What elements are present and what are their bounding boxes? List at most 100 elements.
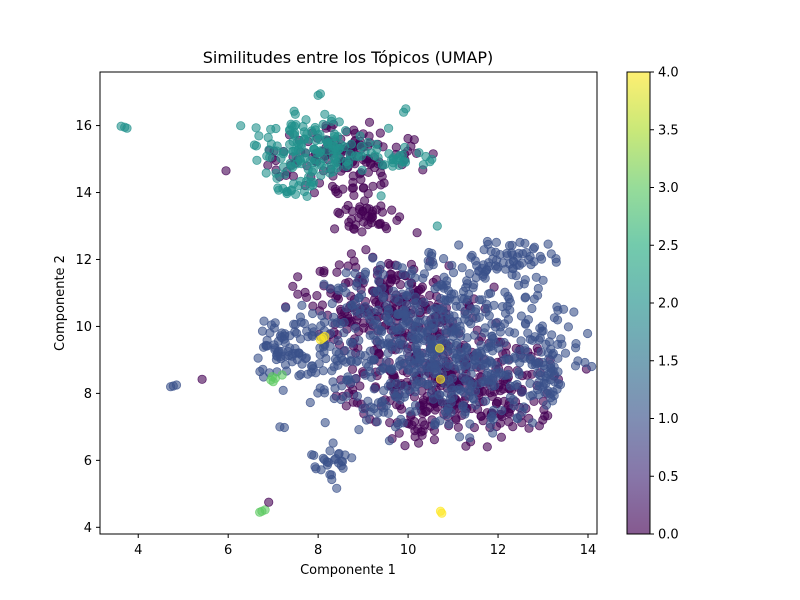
scatter-point <box>266 320 277 330</box>
scatter-point <box>445 394 455 404</box>
colorbar-tick-label: 2.5 <box>658 239 679 254</box>
scatter-point <box>358 183 368 193</box>
scatter-point <box>447 385 457 395</box>
scatter-point <box>444 419 454 429</box>
scatter-point <box>538 275 548 285</box>
scatter-point <box>391 322 401 333</box>
scatter-point <box>333 449 344 459</box>
scatter-point <box>481 265 491 275</box>
scatter-point <box>462 343 472 353</box>
x-axis-ticks: 4 6 8 10 12 14 <box>134 534 596 558</box>
scatter-point <box>361 245 371 255</box>
scatter-point <box>307 308 318 319</box>
scatter-point <box>331 347 341 357</box>
scatter-point <box>426 388 436 398</box>
scatter-point <box>316 321 326 331</box>
x-tick-label: 14 <box>580 543 597 558</box>
scatter-point <box>357 165 367 175</box>
scatter-point <box>465 433 475 443</box>
scatter-point <box>339 328 349 338</box>
scatter-point <box>394 212 405 222</box>
scatter-point <box>390 422 401 432</box>
scatter-point <box>354 335 364 345</box>
y-tick-label: 14 <box>75 186 92 201</box>
scatter-point <box>264 497 274 507</box>
y-tick-label: 8 <box>84 387 92 402</box>
scatter-point <box>418 395 428 405</box>
scatter-point <box>427 380 437 390</box>
scatter-point <box>421 348 431 358</box>
scatter-point <box>519 279 529 289</box>
scatter-point <box>346 139 356 149</box>
scatter-point <box>354 293 364 303</box>
scatter-point <box>319 455 330 465</box>
scatter-point <box>552 315 563 325</box>
scatter-point <box>288 179 299 189</box>
scatter-point <box>255 366 265 377</box>
scatter-point <box>520 292 531 302</box>
scatter-point <box>370 315 380 325</box>
scatter-point <box>400 157 411 167</box>
scatter-point <box>437 355 447 365</box>
scatter-point <box>533 368 543 379</box>
scatter-point <box>411 353 421 363</box>
scatter-point <box>509 401 519 411</box>
scatter-point <box>395 150 405 160</box>
x-tick-label: 6 <box>224 543 232 558</box>
scatter-point <box>375 260 386 271</box>
scatter-point <box>383 123 394 133</box>
scatter-point <box>251 123 261 133</box>
scatter-point <box>461 282 471 293</box>
scatter-point <box>479 245 489 255</box>
scatter-point <box>305 181 315 191</box>
scatter-point <box>278 385 288 395</box>
scatter-point <box>442 361 452 372</box>
scatter-point <box>443 404 453 414</box>
scatter-point <box>461 441 471 451</box>
scatter-point <box>330 383 340 393</box>
scatter-point <box>570 361 581 371</box>
scatter-point <box>278 162 289 172</box>
scatter-point <box>379 291 389 301</box>
scatter-point <box>435 374 446 384</box>
scatter-point <box>516 336 526 346</box>
scatter-point <box>355 131 365 141</box>
scatter-point <box>387 364 397 374</box>
scatter-point <box>432 221 442 231</box>
scatter-point <box>296 139 306 149</box>
scatter-point <box>449 289 459 299</box>
scatter-point <box>519 402 529 412</box>
scatter-point <box>349 224 359 234</box>
scatter-point <box>310 462 320 472</box>
scatter-point <box>333 360 343 370</box>
scatter-point <box>540 387 550 397</box>
scatter-point <box>537 321 548 331</box>
scatter-point <box>525 251 535 262</box>
scatter-point <box>462 309 472 319</box>
scatter-point <box>359 196 370 206</box>
scatter-point <box>551 254 561 264</box>
x-tick-label: 12 <box>490 543 507 558</box>
scatter-point <box>320 417 330 428</box>
scatter-point <box>546 359 556 370</box>
scatter-point <box>469 330 480 340</box>
scatter-point <box>410 273 420 283</box>
scatter-point <box>263 132 273 143</box>
scatter-point <box>582 328 593 339</box>
colorbar <box>627 72 650 534</box>
scatter-point <box>558 304 569 314</box>
scatter-point <box>333 336 343 346</box>
x-tick-label: 4 <box>134 543 142 558</box>
scatter-point <box>488 333 498 344</box>
scatter-point <box>481 299 492 309</box>
scatter-point <box>498 370 509 380</box>
scatter-point <box>364 117 375 127</box>
scatter-point <box>454 240 464 250</box>
scatter-point <box>505 297 515 307</box>
scatter-point <box>363 396 373 406</box>
scatter-point <box>491 237 501 247</box>
scatter-point <box>295 154 305 164</box>
scatter-points <box>116 89 597 518</box>
scatter-point <box>385 341 395 351</box>
